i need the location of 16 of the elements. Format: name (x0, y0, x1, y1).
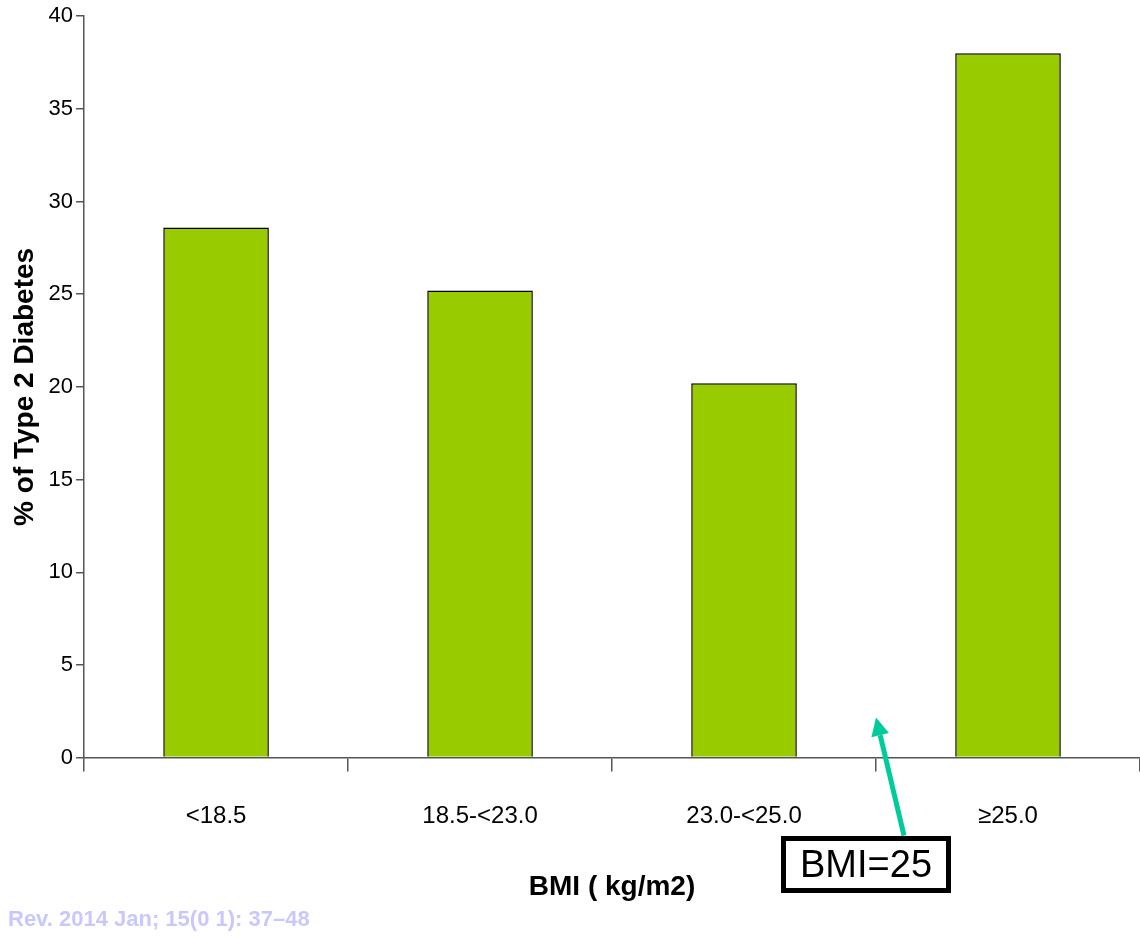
x-tick-label: <18.5 (185, 800, 247, 828)
y-tick-label: 25 (48, 280, 74, 306)
y-tick-label: 5 (60, 650, 74, 676)
text: BMI=25 (781, 835, 952, 893)
y-tick-label: 15 (48, 465, 74, 491)
y-tick-label: 10 (48, 558, 74, 584)
y-tick-label: 30 (48, 187, 74, 213)
x-tick-label: 18.5-<23.0 (422, 800, 538, 828)
y-tick-label: 0 (60, 743, 74, 769)
y-tick-label: 40 (48, 2, 74, 28)
y-axis-title: % of Type 2 Diabetes (7, 247, 39, 526)
x-axis-title: BMI ( kg/m2) (528, 869, 696, 901)
y-tick-label: 20 (48, 372, 74, 398)
x-tick-label: ≥25.0 (978, 800, 1038, 828)
x-tick-label: 23.0-<25.0 (686, 800, 802, 828)
y-tick-label: 35 (48, 94, 74, 120)
